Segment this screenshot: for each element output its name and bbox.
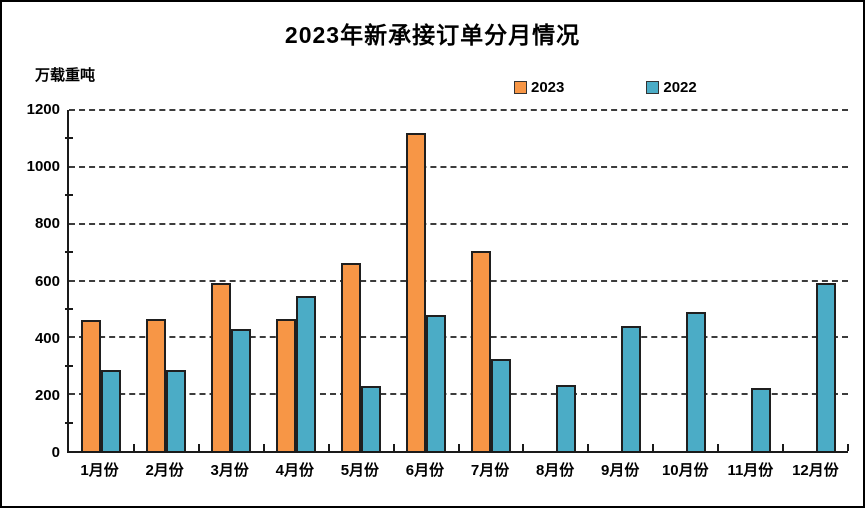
bar-2022-m4 — [296, 296, 317, 451]
category-group-m2 — [134, 110, 199, 451]
bar-2022-m2 — [166, 370, 187, 451]
category-group-m1 — [69, 110, 134, 451]
x-axis-tick-3 — [262, 444, 265, 451]
x-axis-tick-8 — [587, 444, 590, 451]
x-axis-label-m9: 9月份 — [601, 462, 640, 479]
y-axis-label-0: 0 — [51, 444, 60, 461]
legend-swatch-2023-icon — [514, 81, 527, 94]
legend: 2023 2022 — [514, 79, 697, 96]
x-axis-label-m5: 5月份 — [340, 462, 380, 479]
x-axis-tick-5 — [392, 444, 395, 451]
x-axis-tick-10 — [717, 444, 720, 451]
x-axis-tick-6 — [457, 444, 460, 451]
y-axis-minor-tick-500 — [65, 307, 73, 310]
category-group-m10 — [653, 110, 718, 451]
plot-area — [65, 109, 849, 453]
y-axis-label-1000: 1000 — [26, 158, 60, 176]
bar-2023-m5 — [341, 263, 362, 451]
category-group-m12 — [783, 110, 848, 451]
bar-2022-m8 — [555, 385, 576, 451]
gridline-y-800 — [69, 222, 848, 225]
x-axis-labels: 1月份 2月份 3月份 4月份 5月份 6月份 7月份 8月份 9月份 10月份 11月份 12月份 — [67, 459, 848, 479]
x-axis-label-m1: 1月份 — [80, 462, 119, 479]
x-axis-tick-7 — [522, 444, 525, 451]
x-axis-tick-9 — [652, 444, 655, 451]
bar-2022-m10 — [685, 311, 706, 451]
category-group-m8 — [523, 110, 588, 451]
x-axis-tick-4 — [327, 444, 330, 451]
bar-2023-m3 — [211, 283, 232, 451]
x-axis-tick-2 — [197, 444, 200, 451]
x-axis-label-m2: 2月份 — [145, 462, 184, 479]
category-group-m9 — [588, 110, 653, 451]
x-axis-label-m8: 8月份 — [535, 462, 575, 479]
bar-2023-m6 — [406, 132, 427, 451]
bar-2023-m7 — [470, 250, 491, 451]
x-axis-tick-11 — [782, 444, 785, 451]
x-axis-label-m10: 10月份 — [661, 462, 709, 479]
category-group-m4 — [264, 110, 329, 451]
x-axis-tick-1 — [132, 444, 135, 451]
bar-2022-m12 — [815, 283, 836, 451]
bar-2022-m3 — [231, 328, 252, 451]
category-group-m11 — [718, 110, 783, 451]
y-axis-unit-label: 万载重吨 — [35, 67, 96, 84]
x-axis-label-m7: 7月份 — [470, 462, 510, 479]
y-axis-label-400: 400 — [34, 329, 60, 347]
y-axis-label-1200: 1200 — [26, 101, 60, 118]
bar-2022-m5 — [361, 386, 382, 451]
category-group-m3 — [199, 110, 264, 451]
bar-2022-m11 — [750, 388, 771, 451]
legend-item-2023: 2023 — [514, 79, 564, 96]
gridline-y-200 — [69, 393, 848, 396]
y-axis-label-800: 800 — [34, 215, 60, 233]
category-group-m5 — [329, 110, 394, 451]
x-axis-label-m4: 4月份 — [275, 462, 314, 479]
x-axis-label-m12: 12月份 — [792, 462, 839, 479]
y-axis-minor-tick-300 — [65, 364, 73, 367]
bar-2022-m9 — [620, 325, 641, 451]
legend-item-2022: 2022 — [646, 79, 697, 96]
chart-title: 2023年新承接订单分月情况 — [284, 22, 581, 48]
y-axis-label-200: 200 — [34, 386, 60, 404]
y-axis-minor-tick-900 — [65, 194, 73, 197]
bar-2023-m2 — [146, 318, 167, 451]
legend-label-2022: 2022 — [663, 79, 697, 96]
bar-2023-m4 — [276, 318, 297, 451]
y-axis-minor-tick-100 — [65, 421, 73, 424]
gridline-y-1000 — [69, 165, 848, 168]
bar-2023-m1 — [81, 320, 102, 451]
category-group-m7 — [459, 110, 524, 451]
bar-2022-m7 — [490, 358, 511, 451]
gridline-y-1200 — [69, 109, 848, 111]
bar-2022-m1 — [101, 370, 122, 451]
gridline-y-600 — [69, 279, 848, 282]
y-axis-minor-tick-1100 — [65, 137, 73, 140]
x-axis-label-m6: 6月份 — [405, 462, 445, 479]
x-axis-tick-12 — [847, 444, 849, 451]
x-axis-label-m11: 11月份 — [727, 462, 774, 479]
gridline-y-400 — [69, 336, 848, 339]
y-axis-minor-tick-700 — [65, 251, 73, 254]
bar-2022-m6 — [426, 314, 447, 451]
legend-label-2023: 2023 — [531, 79, 565, 96]
legend-swatch-2022-icon — [646, 81, 660, 94]
y-axis-labels: 0 200 400 600 800 1000 1200 — [2, 101, 60, 461]
y-axis-label-600: 600 — [34, 272, 60, 290]
x-axis-label-m3: 3月份 — [210, 462, 249, 479]
category-group-m6 — [394, 110, 459, 451]
